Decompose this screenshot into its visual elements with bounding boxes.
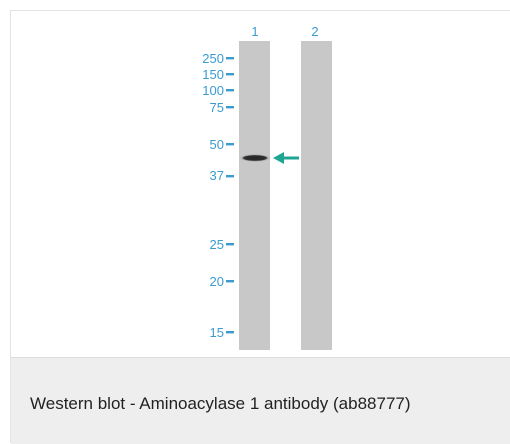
marker-tick-75 <box>226 106 234 109</box>
marker-tick-250 <box>226 57 234 60</box>
marker-label-150: 150 <box>202 67 224 82</box>
marker-label-50: 50 <box>210 137 224 152</box>
blot-svg: 1 2 250 150 100 75 <box>202 24 332 350</box>
marker-ladder: 250 150 100 75 50 37 25 20 15 <box>202 51 234 340</box>
marker-label-75: 75 <box>210 100 224 115</box>
marker-tick-150 <box>226 73 234 76</box>
lane-2 <box>301 41 332 350</box>
marker-label-100: 100 <box>202 83 224 98</box>
lane-label-1: 1 <box>251 24 258 39</box>
marker-tick-15 <box>226 331 234 334</box>
marker-tick-37 <box>226 175 234 178</box>
marker-tick-100 <box>226 89 234 92</box>
marker-tick-25 <box>226 243 234 246</box>
marker-label-25: 25 <box>210 237 224 252</box>
protein-band-core <box>243 155 267 161</box>
marker-label-20: 20 <box>210 274 224 289</box>
marker-label-37: 37 <box>210 168 224 183</box>
marker-tick-20 <box>226 280 234 283</box>
marker-label-15: 15 <box>210 325 224 340</box>
lane-1 <box>239 41 270 350</box>
arrow-left-icon <box>273 152 299 164</box>
figure-caption: Western blot - Aminoacylase 1 antibody (… <box>30 394 411 413</box>
marker-tick-50 <box>226 143 234 146</box>
figure-card: 1 2 250 150 100 75 <box>10 10 510 444</box>
western-blot-image: 1 2 250 150 100 75 <box>11 11 510 356</box>
lane-label-2: 2 <box>311 24 318 39</box>
marker-label-250: 250 <box>202 51 224 66</box>
caption-bar: Western blot - Aminoacylase 1 antibody (… <box>11 357 510 444</box>
